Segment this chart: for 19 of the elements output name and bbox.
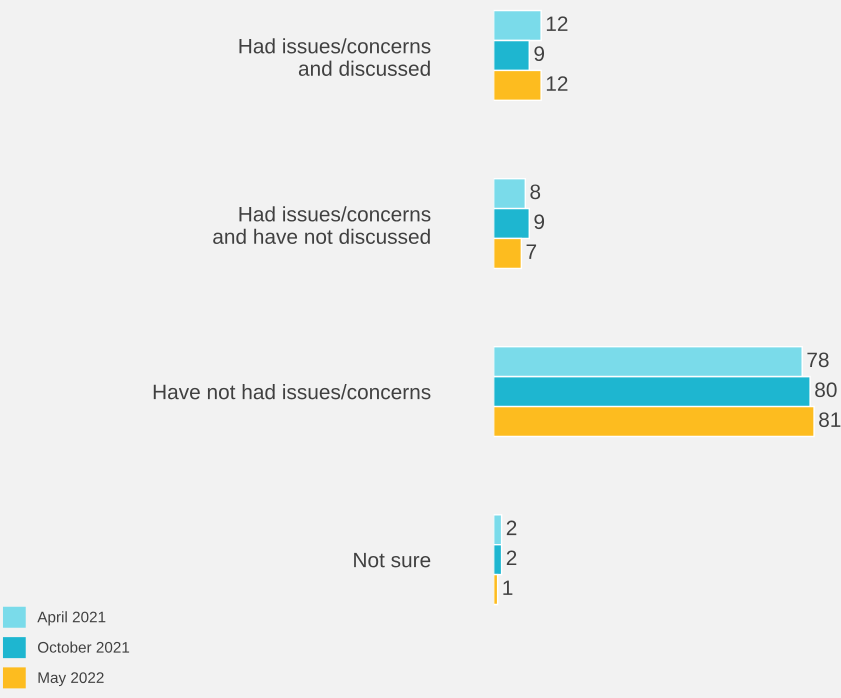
data-label: 7 bbox=[526, 244, 536, 259]
legend-label: May 2022 bbox=[38, 672, 104, 686]
data-label: 2 bbox=[506, 520, 516, 536]
y-tick-label: Have not had issues/concerns bbox=[154, 384, 430, 400]
data-label: 2 bbox=[506, 550, 516, 566]
data-label: 12 bbox=[546, 16, 568, 31]
data-label: 8 bbox=[530, 184, 540, 200]
legend-label: April 2021 bbox=[37, 611, 106, 626]
data-label: 81 bbox=[819, 412, 840, 428]
legend-label: October 2021 bbox=[38, 642, 130, 653]
data-label: 80 bbox=[815, 382, 837, 398]
data-label: 78 bbox=[807, 352, 829, 368]
data-label: 9 bbox=[534, 214, 544, 230]
y-tick-label: Not sure bbox=[354, 552, 430, 568]
data-label: 9 bbox=[534, 46, 544, 62]
data-label: 12 bbox=[546, 76, 568, 91]
y-tick-label: Had issues/concerns and have not discussed bbox=[213, 206, 430, 244]
y-tick-label: Had issues/concerns and discussed bbox=[240, 38, 430, 76]
data-label: 1 bbox=[503, 580, 512, 595]
